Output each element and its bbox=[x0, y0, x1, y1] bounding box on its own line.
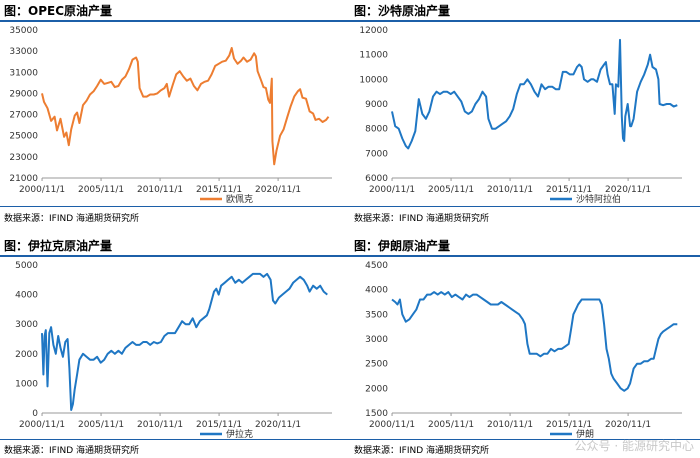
y-tick-label: 21000 bbox=[9, 174, 38, 184]
chart-title: 图：伊朗原油产量 bbox=[354, 239, 451, 253]
source-note: 数据来源：IFIND 海通期货研究所 bbox=[354, 446, 490, 456]
panel-saudi: 图：沙特原油产量 6000 7000 8000 9000 10000 11000 12000… bbox=[350, 0, 700, 229]
x-tick-label: 2010/11/1 bbox=[137, 420, 183, 430]
watermark: 公众号 · 能源研究中心 bbox=[574, 439, 694, 453]
y-tick-label: 0 bbox=[32, 409, 38, 419]
y-tick-label: 4500 bbox=[365, 261, 388, 271]
y-tick-label: 23000 bbox=[9, 153, 38, 163]
series-line bbox=[41, 272, 328, 411]
legend-label: 伊拉克 bbox=[226, 428, 253, 439]
source-note: 数据来源：IFIND 海通期货研究所 bbox=[4, 214, 140, 224]
series-line bbox=[41, 47, 330, 166]
y-tick-label: 4000 bbox=[365, 286, 388, 296]
x-tick-label: 2000/11/1 bbox=[369, 420, 415, 430]
y-tick-label: 3000 bbox=[365, 335, 388, 345]
x-tick-label: 2015/11/1 bbox=[546, 185, 592, 195]
legend-label: 伊朗 bbox=[576, 428, 594, 439]
y-tick-label: 8000 bbox=[365, 125, 388, 135]
y-tick-label: 25000 bbox=[9, 132, 38, 142]
x-tick-label: 2020/11/1 bbox=[255, 185, 301, 195]
x-tick-label: 2010/11/1 bbox=[487, 420, 533, 430]
x-tick-label: 2000/11/1 bbox=[19, 185, 65, 195]
y-tick-label: 2500 bbox=[365, 360, 388, 370]
source-divider bbox=[350, 439, 700, 440]
title-divider bbox=[350, 20, 700, 22]
y-tick-label: 6000 bbox=[365, 174, 388, 184]
x-tick-label: 2005/11/1 bbox=[428, 420, 474, 430]
y-tick-label: 5000 bbox=[15, 261, 38, 271]
chart-title: 图：伊拉克原油产量 bbox=[4, 239, 113, 253]
x-tick-label: 2015/11/1 bbox=[196, 185, 242, 195]
x-tick-label: 2015/11/1 bbox=[196, 420, 242, 430]
x-tick-label: 2015/11/1 bbox=[546, 420, 592, 430]
iraq-line-chart: 0 1000 2000 3000 4000 5000 2000/11/1 2005/11/1 2… bbox=[15, 261, 332, 439]
source-divider bbox=[350, 206, 700, 207]
saudi-line-chart: 6000 7000 8000 9000 10000 11000 12000 2000/11/1… bbox=[359, 26, 682, 204]
y-tick-label: 3500 bbox=[365, 310, 388, 320]
x-tick-label: 2005/11/1 bbox=[78, 420, 124, 430]
iran-line-chart: 1500 2000 2500 3000 3500 4000 4500 2000/11/1 200… bbox=[365, 261, 682, 439]
y-tick-label: 2000 bbox=[15, 350, 38, 360]
y-tick-label: 10000 bbox=[359, 75, 388, 85]
source-divider bbox=[0, 439, 350, 440]
legend-label: 沙特阿拉伯 bbox=[576, 193, 621, 204]
y-tick-label: 29000 bbox=[9, 89, 38, 99]
title-divider bbox=[0, 20, 350, 22]
legend-label: 欧佩克 bbox=[226, 193, 253, 204]
y-tick-label: 33000 bbox=[9, 47, 38, 57]
title-divider bbox=[0, 255, 350, 257]
x-tick-label: 2020/11/1 bbox=[255, 420, 301, 430]
x-tick-label: 2000/11/1 bbox=[19, 420, 65, 430]
x-tick-label: 2010/11/1 bbox=[487, 185, 533, 195]
y-tick-label: 3000 bbox=[15, 320, 38, 330]
title-divider bbox=[350, 255, 700, 257]
x-tick-label: 2020/11/1 bbox=[605, 420, 651, 430]
x-tick-label: 2000/11/1 bbox=[369, 185, 415, 195]
y-tick-label: 1000 bbox=[15, 379, 38, 389]
chart-title: 图：沙特原油产量 bbox=[354, 4, 451, 18]
opec-line-chart: 21000 23000 25000 27000 29000 31000 33000 35000… bbox=[9, 26, 332, 204]
y-tick-label: 9000 bbox=[365, 100, 388, 110]
series-line bbox=[391, 291, 678, 392]
y-tick-label: 4000 bbox=[15, 291, 38, 301]
panel-iraq: 图：伊拉克原油产量 0 1000 2000 3000 4000 5000 2000/11/1… bbox=[0, 229, 350, 458]
x-tick-label: 2005/11/1 bbox=[428, 185, 474, 195]
y-tick-label: 11000 bbox=[359, 51, 388, 61]
y-tick-label: 27000 bbox=[9, 111, 38, 121]
x-tick-label: 2020/11/1 bbox=[605, 185, 651, 195]
y-tick-label: 1500 bbox=[365, 409, 388, 419]
source-note: 数据来源：IFIND 海通期货研究所 bbox=[4, 446, 140, 456]
y-tick-label: 7000 bbox=[365, 149, 388, 159]
y-tick-label: 35000 bbox=[9, 26, 38, 36]
panel-iran: 图：伊朗原油产量 1500 2000 2500 3000 3500 4000 4500 200… bbox=[350, 229, 700, 458]
y-tick-label: 31000 bbox=[9, 68, 38, 78]
x-tick-label: 2005/11/1 bbox=[78, 185, 124, 195]
source-divider bbox=[0, 206, 350, 207]
panel-opec: 图：OPEC原油产量 21000 23000 25000 27000 29000 3100… bbox=[0, 0, 350, 229]
y-tick-label: 12000 bbox=[359, 26, 388, 36]
chart-title: 图：OPEC原油产量 bbox=[4, 4, 113, 18]
y-tick-label: 2000 bbox=[365, 384, 388, 394]
series-line bbox=[391, 38, 678, 150]
source-note: 数据来源：IFIND 海通期货研究所 bbox=[354, 214, 490, 224]
x-tick-label: 2010/11/1 bbox=[137, 185, 183, 195]
